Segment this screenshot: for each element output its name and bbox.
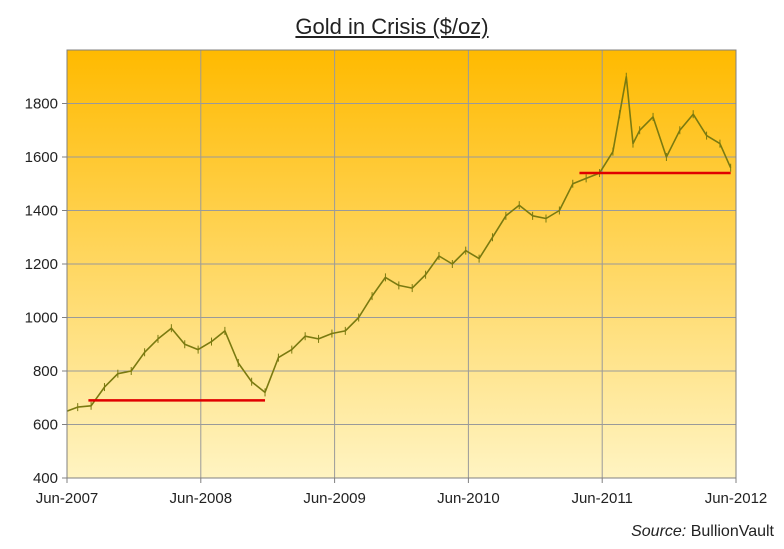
x-tick-label: Jun-2011 (571, 490, 632, 507)
x-tick-label: Jun-2009 (303, 490, 366, 507)
y-axis: 400 600 800 1000 1200 1400 1600 1800 (25, 96, 67, 487)
y-tick-label: 800 (33, 363, 58, 380)
grid-lines (66, 50, 737, 479)
x-tick-label: Jun-2007 (36, 490, 99, 507)
source-value: BullionVault (690, 523, 774, 540)
series-group (66, 72, 732, 416)
plot-border (66, 49, 737, 479)
y-tick-label: 600 (33, 417, 58, 434)
x-tick-label: Jun-2012 (705, 490, 768, 507)
y-tick-label: 1200 (25, 256, 58, 273)
y-tick-label: 1400 (25, 203, 58, 220)
y-tick-label: 1600 (25, 149, 58, 166)
y-tick-label: 400 (33, 470, 58, 487)
x-axis: Jun-2007 Jun-2008 Jun-2009 Jun-2010 Jun-2011… (36, 478, 768, 507)
x-tick-label: Jun-2010 (437, 490, 500, 507)
source-note: Source: BullionVault (631, 523, 774, 541)
x-tick-label: Jun-2008 (170, 490, 233, 507)
source-label: Source: (631, 523, 687, 540)
y-tick-label: 1000 (25, 310, 58, 327)
reference-lines (88, 171, 731, 402)
chart-title: Gold in Crisis ($/oz) (295, 14, 489, 39)
y-tick-label: 1800 (25, 96, 58, 113)
